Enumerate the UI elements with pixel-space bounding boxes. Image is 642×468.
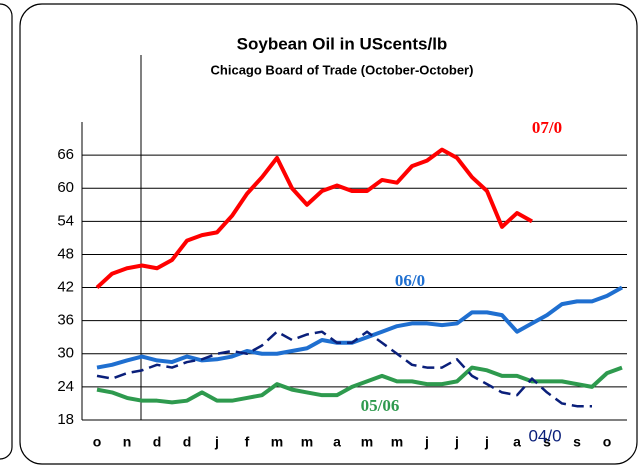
x-tick-label: j [454,434,459,450]
series-line [96,330,592,408]
x-tick-label: m [391,434,403,450]
series-line [96,285,623,370]
y-tick-label: 36 [57,312,74,329]
series-line [96,365,623,405]
left-panel-frame [0,3,13,460]
x-tick-label: o [603,434,612,450]
series-label: 06/0 [395,271,425,290]
y-tick-label: 48 [57,245,74,262]
y-tick-label: 60 [57,179,74,196]
x-tick-label: d [153,434,162,450]
y-tick-label: 66 [57,146,74,163]
chart-subtitle: Chicago Board of Trade (October-October) [211,62,474,77]
x-tick-label: f [245,434,250,450]
y-tick-label: 24 [57,378,74,395]
chart-frame [19,3,638,465]
y-tick-label: 18 [57,411,74,428]
x-tick-label: a [333,434,341,450]
x-tick-label: m [271,434,283,450]
x-tick-label: o [93,434,102,450]
series-label: 05/06 [361,396,400,415]
x-tick-label: a [513,434,521,450]
x-tick-label: m [361,434,373,450]
x-tick-label: s [543,434,551,450]
x-tick-label: j [424,434,429,450]
x-tick-label: s [573,434,581,450]
x-tick-label: n [123,434,132,450]
x-tick-label: j [214,434,219,450]
series-label: 07/0 [532,118,562,137]
x-tick-label: m [301,434,313,450]
x-tick-label: j [484,434,489,450]
y-tick-label: 30 [57,345,74,362]
series-line [95,147,533,290]
x-tick-label: d [183,434,192,450]
series-label: 04/0 [528,426,561,445]
chart-title: Soybean Oil in UScents/lb [237,34,448,53]
y-tick-label: 42 [57,279,74,296]
y-tick-label: 54 [57,212,74,229]
